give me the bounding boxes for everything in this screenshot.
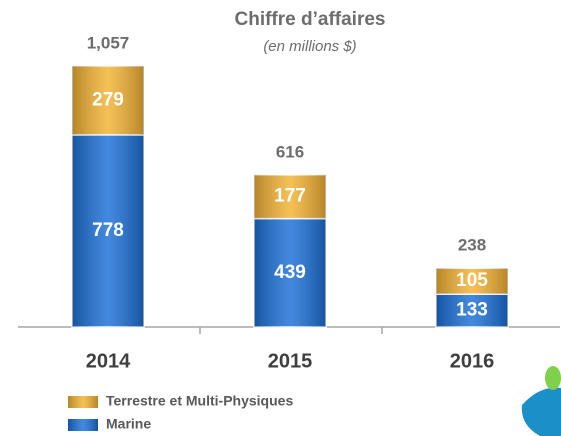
total-label: 1,057 xyxy=(87,33,130,52)
legend-swatch-shine xyxy=(68,396,98,408)
x-tick-label: 2015 xyxy=(268,350,313,372)
segment-label: 439 xyxy=(274,262,306,283)
total-label: 238 xyxy=(458,236,486,255)
segment-label: 778 xyxy=(92,220,124,241)
legend-label: Marine xyxy=(106,416,151,432)
chart-subtitle: (en millions $) xyxy=(263,38,356,55)
x-tick-label: 2014 xyxy=(86,350,131,372)
segment-label: 279 xyxy=(92,89,124,110)
segment-label: 133 xyxy=(456,300,488,321)
logo xyxy=(521,366,561,436)
total-label: 616 xyxy=(276,142,304,161)
x-tick-label: 2016 xyxy=(450,350,495,372)
legend-label: Terrestre et Multi-Physiques xyxy=(106,393,293,409)
segment-label: 105 xyxy=(456,270,488,291)
segment-label: 177 xyxy=(274,186,306,207)
legend-swatch-shine xyxy=(68,419,98,431)
chart-title: Chiffre d’affaires xyxy=(235,9,386,30)
